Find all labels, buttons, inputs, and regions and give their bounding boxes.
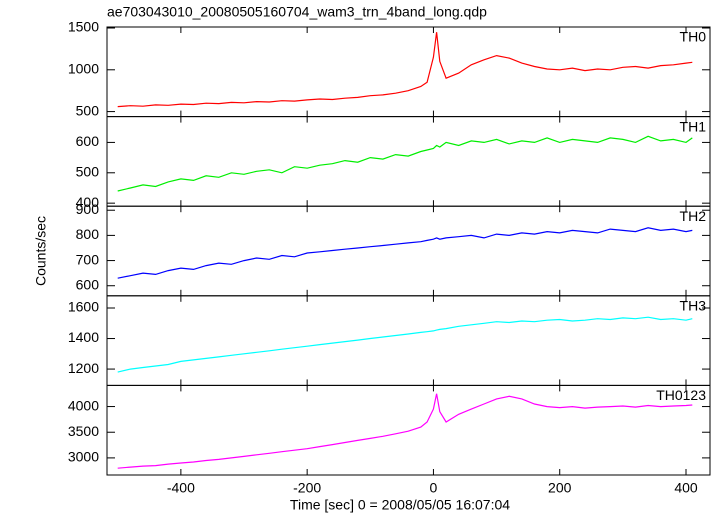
y-tick-label: 600: [76, 133, 100, 149]
x-tick-label: 200: [548, 480, 572, 496]
x-tick-label: 400: [674, 480, 698, 496]
x-tick-label: -200: [293, 480, 321, 496]
x-tick-label: 0: [430, 480, 438, 496]
y-axis-label: Counts/sec: [33, 216, 49, 286]
panel-label: TH0: [680, 29, 707, 45]
y-tick-label: 1200: [68, 360, 99, 376]
series-line: [117, 393, 693, 469]
y-tick-label: 400: [76, 194, 100, 210]
panel-label: TH3: [680, 298, 707, 314]
y-tick-label: 600: [76, 276, 100, 292]
series-line: [117, 316, 693, 373]
panel-label: TH0123: [656, 387, 706, 403]
y-tick-label: 800: [76, 226, 100, 242]
y-tick-label: 1000: [68, 60, 99, 76]
y-tick-label: 500: [76, 102, 100, 118]
series-line: [117, 32, 693, 108]
x-axis-label: Time [sec] 0 = 2008/05/05 16:07:04: [290, 497, 510, 513]
y-tick-label: 1600: [68, 299, 99, 315]
y-tick-label: 1400: [68, 329, 99, 345]
panel-label: TH1: [680, 118, 707, 134]
y-tick-label: 500: [76, 163, 100, 179]
series-line: [117, 135, 693, 192]
y-tick-label: 900: [76, 201, 100, 217]
x-tick-label: -400: [167, 480, 195, 496]
y-tick-label: 3500: [68, 423, 99, 439]
y-tick-label: 1500: [68, 19, 99, 35]
chart-title: ae703043010_20080505160704_wam3_trn_4ban…: [107, 4, 487, 20]
y-tick-label: 700: [76, 251, 100, 267]
y-tick-label: 3000: [68, 449, 99, 465]
panel-frame: [106, 384, 711, 476]
y-tick-label: 4000: [68, 397, 99, 413]
series-line: [117, 227, 693, 279]
